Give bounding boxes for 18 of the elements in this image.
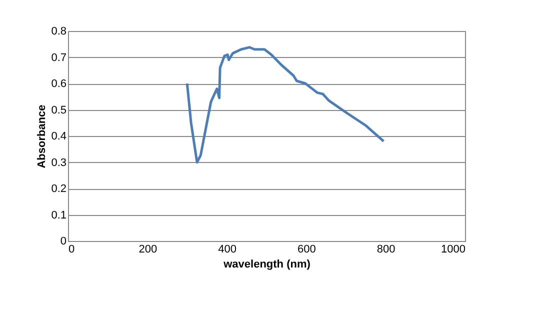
y-tick-label: 0.1 [51,209,66,222]
y-tick-label: 0.3 [51,156,66,169]
line-series [186,46,385,164]
x-tick-label: 800 [376,244,396,256]
y-tick-label: 0.4 [51,130,66,142]
x-axis-title: wavelength (nm) [222,258,311,270]
x-tick-label: 400 [218,244,236,256]
x-tick-label: 0 [68,244,75,256]
x-tick-label: 1000 [441,244,466,256]
x-tick-label: 200 [138,244,158,256]
y-tick-label: 0.2 [51,183,66,195]
y-tick-label: 0.7 [51,52,66,64]
x-tick-label: 600 [298,244,316,256]
y-tick-label: 0.6 [51,78,66,90]
y-tick-label: 0.5 [51,104,66,116]
y-axis-title: Absorbance [36,104,48,168]
y-tick-label: 0 [60,236,66,248]
y-tick-label: 0.8 [51,26,66,38]
